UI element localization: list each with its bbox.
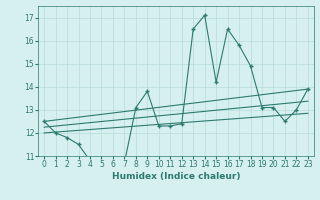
X-axis label: Humidex (Indice chaleur): Humidex (Indice chaleur)	[112, 172, 240, 181]
